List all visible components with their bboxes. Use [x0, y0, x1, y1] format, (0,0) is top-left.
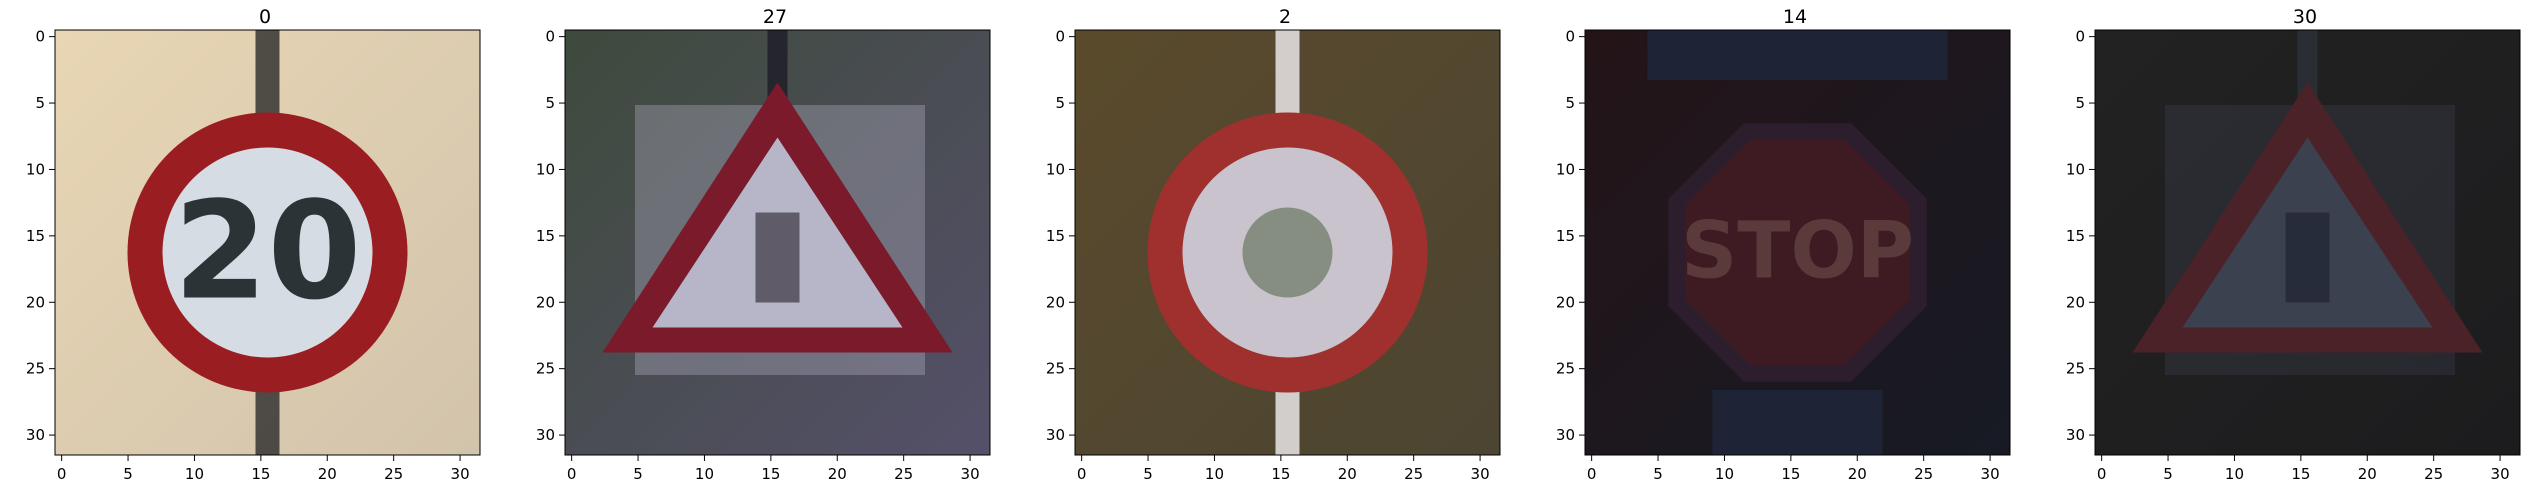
y-tick-label: 25 [1046, 360, 1065, 378]
y-tick-label: 10 [26, 160, 45, 178]
sign-image: STOP [1585, 30, 2010, 455]
y-tick-label: 25 [26, 360, 45, 378]
x-tick-label: 20 [2358, 465, 2377, 483]
y-tick-label: 5 [545, 94, 555, 112]
x-tick-label: 5 [123, 465, 133, 483]
x-tick-label: 30 [961, 465, 980, 483]
y-tick-label: 5 [2075, 94, 2085, 112]
sign-text: STOP [1681, 207, 1914, 297]
axes-5: 0 5 10 15 20 25 30 0 5 10 15 20 25 30 [2055, 30, 2530, 493]
x-tick-label: 5 [2163, 465, 2173, 483]
x-tick-label: 30 [1471, 465, 1490, 483]
y-tick-label: 5 [1055, 94, 1065, 112]
x-tick-label: 5 [633, 465, 643, 483]
y-tick-label: 20 [1556, 293, 1575, 311]
panel-3: 2 0 5 10 15 20 25 30 0 5 10 15 20 25 30 [1035, 0, 1535, 493]
panel-title: 0 [15, 6, 515, 28]
x-tick-label: 5 [1653, 465, 1663, 483]
y-tick-label: 30 [536, 426, 555, 444]
sign-image: 20 [55, 30, 480, 455]
x-tick-label: 20 [828, 465, 847, 483]
x-tick-label: 0 [2097, 465, 2107, 483]
panel-title: 14 [1545, 6, 2045, 28]
x-tick-label: 15 [761, 465, 780, 483]
x-tick-label: 0 [1587, 465, 1597, 483]
x-tick-label: 10 [1715, 465, 1734, 483]
y-tick-label: 30 [1556, 426, 1575, 444]
y-tick-label: 20 [26, 293, 45, 311]
y-tick-label: 15 [1556, 227, 1575, 245]
x-tick-label: 0 [57, 465, 67, 483]
y-tick-label: 0 [35, 28, 45, 46]
y-tick-label: 15 [26, 227, 45, 245]
panel-4: 14 STOP 0 5 10 15 20 25 30 0 5 10 15 20 25 30 [1545, 0, 2045, 493]
y-tick-label: 25 [2066, 360, 2085, 378]
x-tick-label: 15 [251, 465, 270, 483]
y-tick-label: 0 [545, 28, 555, 46]
x-tick-label: 20 [1848, 465, 1867, 483]
x-tick-label: 10 [185, 465, 204, 483]
x-tick-label: 30 [1981, 465, 2000, 483]
y-tick-label: 30 [1046, 426, 1065, 444]
x-tick-label: 25 [2424, 465, 2443, 483]
y-tick-label: 0 [1565, 28, 1575, 46]
y-tick-label: 10 [1556, 160, 1575, 178]
x-tick-label: 5 [1143, 465, 1153, 483]
panel-title: 30 [2055, 6, 2530, 28]
y-tick-label: 15 [2066, 227, 2085, 245]
y-tick-label: 5 [1565, 94, 1575, 112]
axes-2: 0 5 10 15 20 25 30 0 5 10 15 20 25 30 [525, 30, 1025, 493]
sign-image [2095, 30, 2520, 455]
y-tick-label: 30 [2066, 426, 2085, 444]
x-tick-label: 25 [894, 465, 913, 483]
y-tick-label: 15 [536, 227, 555, 245]
y-tick-label: 0 [1055, 28, 1065, 46]
x-tick-label: 25 [1914, 465, 1933, 483]
y-tick-label: 5 [35, 94, 45, 112]
y-tick-label: 0 [2075, 28, 2085, 46]
x-tick-label: 0 [567, 465, 577, 483]
sign-image [565, 30, 990, 455]
x-tick-label: 15 [1781, 465, 1800, 483]
panel-title: 27 [525, 6, 1025, 28]
panel-5: 30 0 5 10 15 20 25 30 0 5 10 15 20 25 30 [2055, 0, 2530, 493]
panel-title: 2 [1035, 6, 1535, 28]
x-tick-label: 20 [1338, 465, 1357, 483]
x-tick-label: 10 [695, 465, 714, 483]
y-tick-label: 25 [536, 360, 555, 378]
panel-2: 27 0 5 10 15 20 25 30 0 5 10 15 20 25 30 [525, 0, 1025, 493]
sign-image [1075, 30, 1500, 455]
sign-text: 20 [174, 173, 362, 330]
y-tick-label: 10 [536, 160, 555, 178]
y-tick-label: 20 [536, 293, 555, 311]
x-tick-label: 30 [451, 465, 470, 483]
x-tick-label: 15 [2291, 465, 2310, 483]
axes-4: STOP 0 5 10 15 20 25 30 0 5 10 15 20 25 30 [1545, 30, 2045, 493]
y-tick-label: 15 [1046, 227, 1065, 245]
x-tick-label: 10 [1205, 465, 1224, 483]
y-tick-label: 30 [26, 426, 45, 444]
axes-3: 0 5 10 15 20 25 30 0 5 10 15 20 25 30 [1035, 30, 1535, 493]
panel-1: 0 20 0 5 10 15 20 25 30 0 5 10 15 20 25 30 [15, 0, 515, 493]
x-tick-label: 10 [2225, 465, 2244, 483]
x-tick-label: 0 [1077, 465, 1087, 483]
axes-1: 20 0 5 10 15 20 25 30 0 5 10 15 20 25 30 [15, 30, 515, 493]
y-tick-label: 20 [1046, 293, 1065, 311]
y-tick-label: 20 [2066, 293, 2085, 311]
y-tick-label: 25 [1556, 360, 1575, 378]
x-tick-label: 25 [1404, 465, 1423, 483]
y-tick-label: 10 [1046, 160, 1065, 178]
y-tick-label: 10 [2066, 160, 2085, 178]
x-tick-label: 30 [2491, 465, 2510, 483]
x-tick-label: 25 [384, 465, 403, 483]
x-tick-label: 20 [318, 465, 337, 483]
x-tick-label: 15 [1271, 465, 1290, 483]
